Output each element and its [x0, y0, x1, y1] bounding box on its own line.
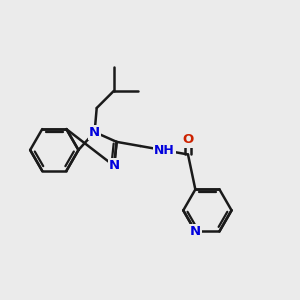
Text: N: N	[89, 126, 100, 139]
Text: O: O	[182, 134, 194, 146]
Text: N: N	[109, 159, 120, 172]
Text: N: N	[190, 225, 201, 238]
Text: NH: NH	[154, 144, 175, 157]
